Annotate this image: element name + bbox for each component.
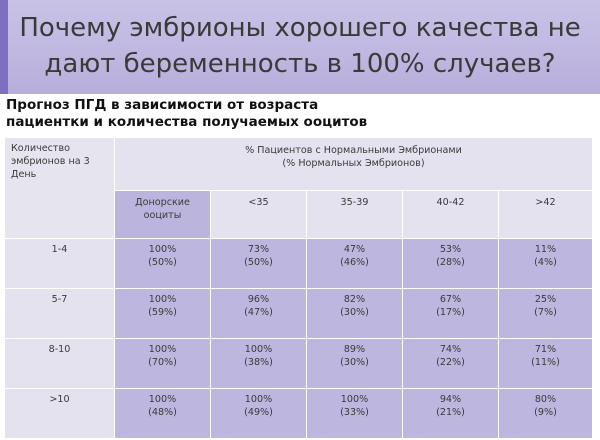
- cell-value: 100%: [148, 294, 177, 305]
- header-row-group: Количество эмбрионов на 3 День % Пациентов …: [4, 137, 593, 239]
- header-row-columns: Донорские ооциты <35 35-39 40-42 >42: [5, 190, 593, 239]
- cell-value: (70%): [148, 357, 177, 368]
- corner-header-embryos-day3: Количество эмбрионов на 3 День: [4, 137, 115, 239]
- pgd-prognosis-table: Количество эмбрионов на 3 День % Пациентов …: [4, 137, 593, 439]
- table-cell: 100% (38%): [210, 338, 307, 389]
- cell-value: (17%): [436, 307, 465, 318]
- table-cell: 100% (59%): [114, 288, 211, 339]
- column-header-line: 35-39: [340, 197, 369, 208]
- cell-value: 82%: [343, 294, 366, 305]
- cell-value: (30%): [340, 357, 369, 368]
- cell-value: (48%): [148, 407, 177, 418]
- table-cell: 80% (9%): [498, 388, 593, 439]
- cell-value: 47%: [343, 244, 366, 255]
- cell-value: (9%): [534, 407, 557, 418]
- table-cell: 100% (50%): [114, 238, 211, 289]
- group-header-line: % Пациентов с Нормальными Эмбрионами: [245, 145, 462, 156]
- corner-header-line: День: [11, 169, 37, 180]
- table-row: >10 100% (48%) 100% (49%) 100% (33%) 94% (21%) 80…: [4, 388, 593, 439]
- row-header-embryo-count: 1-4: [4, 238, 115, 289]
- caption-line-1: Прогноз ПГД в зависимости от возраста: [6, 97, 319, 113]
- table-cell: 100% (48%): [114, 388, 211, 439]
- cell-value: (59%): [148, 307, 177, 318]
- cell-value: (22%): [436, 357, 465, 368]
- table-row: 8-10 100% (70%) 100% (38%) 89% (30%) 74% (22%) 71…: [4, 338, 593, 389]
- cell-value: 71%: [534, 344, 557, 355]
- column-header-line: >42: [535, 197, 556, 208]
- cell-value: (46%): [340, 257, 369, 268]
- table-cell: 74% (22%): [402, 338, 499, 389]
- table-cell: 11% (4%): [498, 238, 593, 289]
- table-caption: Прогноз ПГД в зависимости от возраста па…: [6, 97, 426, 131]
- table-cell: 53% (28%): [402, 238, 499, 289]
- title-line-2: дают беременность в 100% случаев?: [44, 49, 556, 79]
- column-header: >42: [498, 190, 593, 239]
- slide-title: Почему эмбрионы хорошего качества не даю…: [14, 10, 586, 82]
- cell-value: 11%: [534, 244, 557, 255]
- cell-value: 53%: [439, 244, 462, 255]
- row-header-embryo-count: >10: [4, 388, 115, 439]
- column-header: 40-42: [402, 190, 499, 239]
- title-line-1: Почему эмбрионы хорошего качества не: [19, 13, 581, 43]
- cell-value: 100%: [244, 394, 273, 405]
- column-header: 35-39: [306, 190, 403, 239]
- cell-value: (50%): [148, 257, 177, 268]
- cell-value: 96%: [247, 294, 270, 305]
- cell-value: (47%): [244, 307, 273, 318]
- table-row: 1-4 100% (50%) 73% (50%) 47% (46%) 53% (28%) 11% (…: [4, 238, 593, 289]
- cell-value: 67%: [439, 294, 462, 305]
- cell-value: (30%): [340, 307, 369, 318]
- cell-value: 100%: [244, 344, 273, 355]
- table-cell: 47% (46%): [306, 238, 403, 289]
- cell-value: 74%: [439, 344, 462, 355]
- cell-value: 100%: [148, 244, 177, 255]
- cell-value: 100%: [148, 344, 177, 355]
- cell-value: (21%): [436, 407, 465, 418]
- table-cell: 100% (70%): [114, 338, 211, 389]
- group-header-normal-embryos: % Пациентов с Нормальными Эмбрионами (% Н…: [114, 137, 593, 191]
- cell-value: (49%): [244, 407, 273, 418]
- cell-value: (38%): [244, 357, 273, 368]
- row-header-embryo-count: 5-7: [4, 288, 115, 339]
- column-header: Донорские ооциты: [114, 190, 211, 239]
- corner-header-line: Количество: [11, 143, 71, 154]
- column-header: <35: [210, 190, 307, 239]
- table-cell: 71% (11%): [498, 338, 593, 389]
- cell-value: 89%: [343, 344, 366, 355]
- column-header-line: Донорские: [135, 197, 190, 208]
- column-header-line: ооциты: [143, 210, 182, 221]
- table-row: 5-7 100% (59%) 96% (47%) 82% (30%) 67% (17%) 25% (…: [4, 288, 593, 339]
- cell-value: (50%): [244, 257, 273, 268]
- column-header-line: <35: [248, 197, 269, 208]
- cell-value: (7%): [534, 307, 557, 318]
- cell-value: 25%: [534, 294, 557, 305]
- table-cell: 94% (21%): [402, 388, 499, 439]
- row-header-embryo-count: 8-10: [4, 338, 115, 389]
- table-cell: 82% (30%): [306, 288, 403, 339]
- cell-value: 100%: [148, 394, 177, 405]
- banner-accent-bar: [0, 0, 8, 94]
- cell-value: (28%): [436, 257, 465, 268]
- table-cell: 73% (50%): [210, 238, 307, 289]
- cell-value: 73%: [247, 244, 270, 255]
- cell-value: (11%): [531, 357, 560, 368]
- cell-value: 80%: [534, 394, 557, 405]
- group-header-line: (% Нормальных Эмбрионов): [282, 158, 425, 169]
- table-cell: 100% (33%): [306, 388, 403, 439]
- table-cell: 96% (47%): [210, 288, 307, 339]
- column-header-line: 40-42: [436, 197, 465, 208]
- cell-value: (33%): [340, 407, 369, 418]
- corner-header-line: эмбрионов на 3: [11, 156, 90, 167]
- table-cell: 67% (17%): [402, 288, 499, 339]
- cell-value: 100%: [340, 394, 369, 405]
- cell-value: 94%: [439, 394, 462, 405]
- cell-value: (4%): [534, 257, 557, 268]
- table-cell: 89% (30%): [306, 338, 403, 389]
- table-cell: 25% (7%): [498, 288, 593, 339]
- caption-line-2: пациентки и количества получаемых ооцито…: [6, 114, 368, 130]
- table-cell: 100% (49%): [210, 388, 307, 439]
- title-banner: [0, 0, 600, 94]
